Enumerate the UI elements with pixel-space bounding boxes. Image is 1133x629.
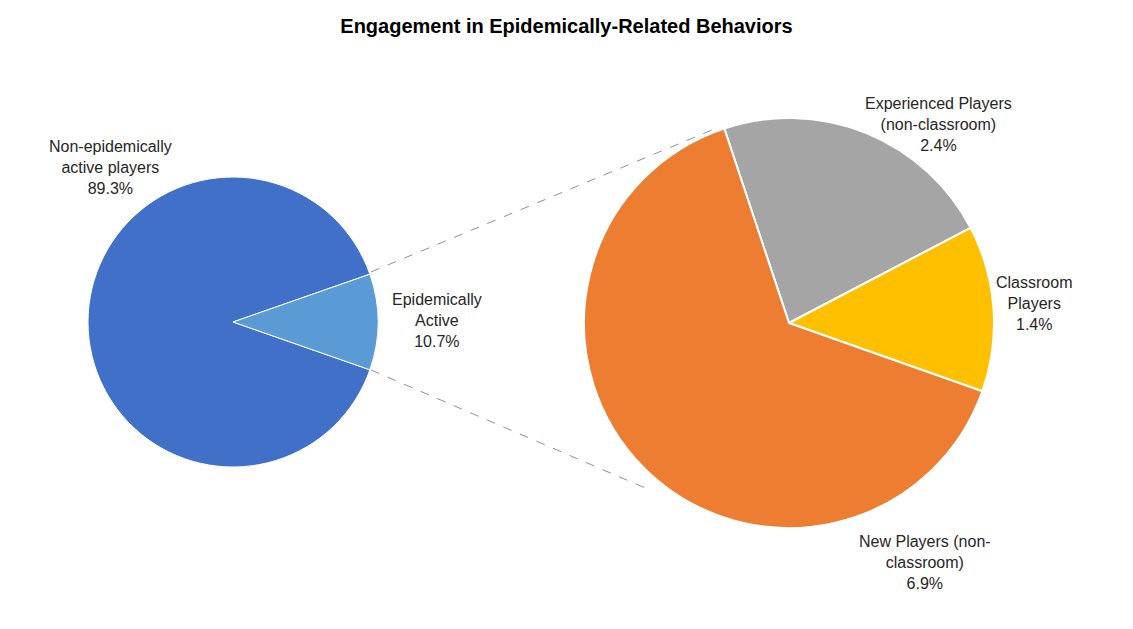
svg-text:Engagement in Epidemically-Rel: Engagement in Epidemically-Related Behav… xyxy=(340,15,792,37)
svg-text:Experienced Players(non-classr: Experienced Players(non-classroom)2.4% xyxy=(865,95,1012,154)
svg-text:Non-epidemicallyactive players: Non-epidemicallyactive players89.3% xyxy=(49,138,172,197)
svg-text:New Players (non-classroom)6.9: New Players (non-classroom)6.9% xyxy=(859,533,991,592)
svg-text:ClassroomPlayers1.4%: ClassroomPlayers1.4% xyxy=(996,274,1072,333)
svg-text:EpidemicallyActive10.7%: EpidemicallyActive10.7% xyxy=(392,291,482,350)
